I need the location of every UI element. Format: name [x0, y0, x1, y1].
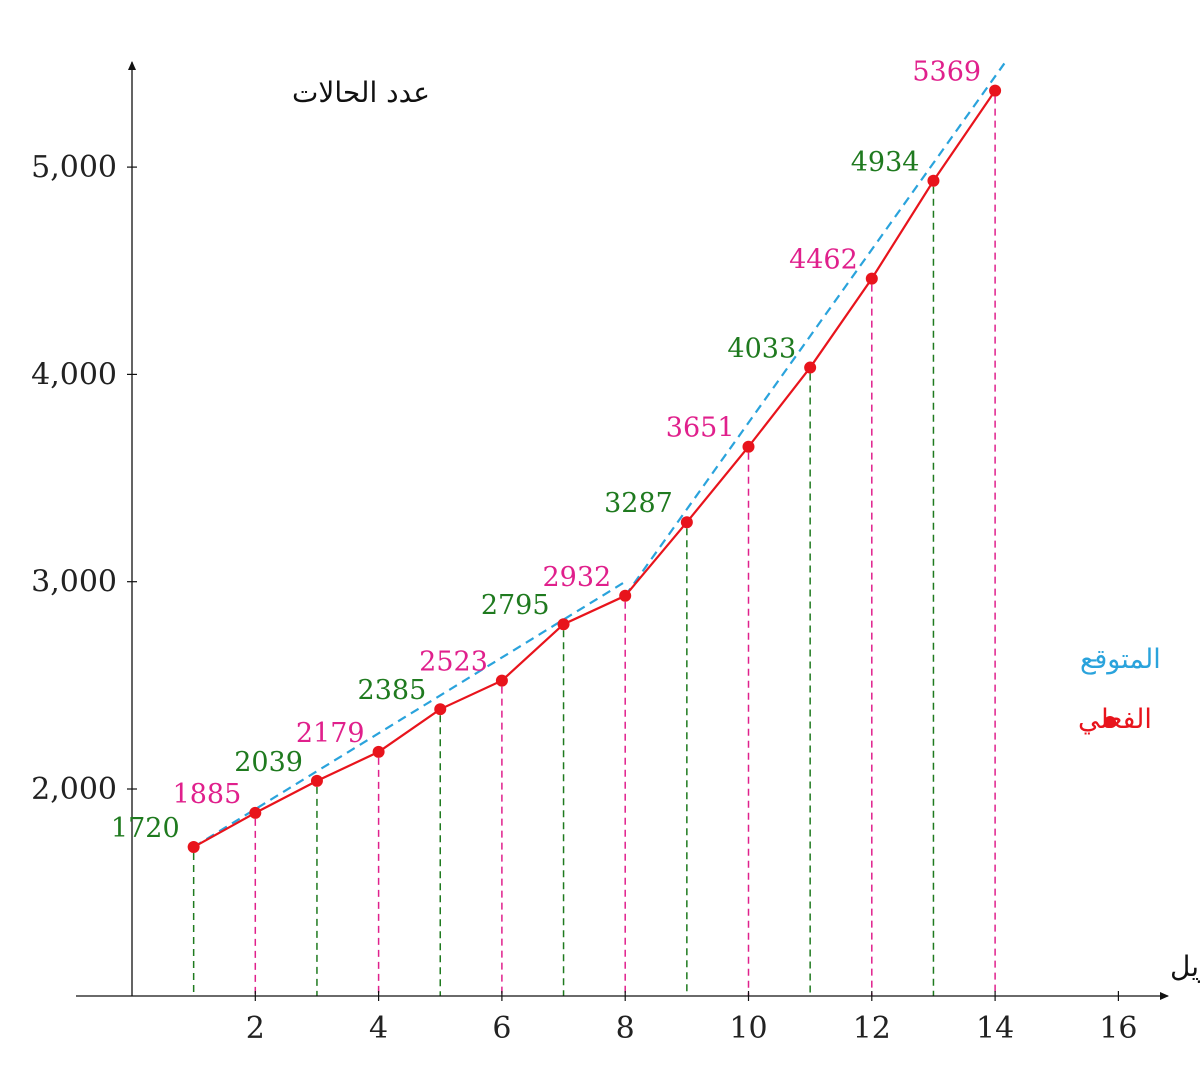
- data-label: 3651: [666, 413, 735, 444]
- y-axis-title: عدد الحالات: [292, 76, 430, 109]
- x-tick-label: 12: [853, 1011, 891, 1046]
- data-label: 2039: [234, 747, 303, 778]
- series-layer: [187, 62, 1006, 854]
- x-tick-label: 2: [246, 1011, 265, 1046]
- data-label: 1720: [111, 813, 180, 844]
- x-tick-label: 10: [729, 1011, 767, 1046]
- forecast-line: [624, 62, 1006, 597]
- data-label: 5369: [912, 57, 981, 88]
- data-point: [557, 618, 570, 631]
- y-tick-label: 3,000: [31, 565, 117, 600]
- data-point: [310, 774, 323, 787]
- x-tick-label: 14: [976, 1011, 1014, 1046]
- data-label: 3287: [604, 488, 673, 519]
- legend-label-forecast: المتوقع: [1080, 644, 1161, 675]
- data-point: [434, 703, 447, 716]
- data-point: [619, 589, 632, 602]
- data-point: [372, 745, 385, 758]
- data-label: 2385: [358, 675, 427, 706]
- legend-marker-forecast: -: [1088, 644, 1098, 675]
- data-label: 2523: [419, 647, 488, 678]
- data-label: 4462: [789, 245, 858, 276]
- x-tick-label: 6: [492, 1011, 511, 1046]
- data-label: 2932: [542, 562, 611, 593]
- data-label: 1885: [173, 779, 242, 810]
- x-tick-label: 16: [1099, 1011, 1137, 1046]
- y-tick-label: 2,000: [31, 772, 117, 807]
- forecast-line: [193, 580, 626, 848]
- data-label: 4033: [727, 334, 796, 365]
- x-tick-label: 4: [369, 1011, 388, 1046]
- actual-line: [193, 89, 997, 849]
- data-point: [927, 174, 940, 187]
- data-point: [804, 361, 817, 374]
- x-axis-title: إبريل: [1170, 950, 1200, 983]
- x-tick-label: 8: [616, 1011, 635, 1046]
- drop-lines: [192, 96, 996, 996]
- data-point: [742, 440, 755, 453]
- data-point: [989, 84, 1002, 97]
- data-point: [865, 272, 878, 285]
- legend-marker-actual: [1104, 716, 1116, 728]
- data-label: 2179: [296, 718, 365, 749]
- data-label: 2795: [481, 590, 550, 621]
- axes: 2 4 6 8 10 12 14 16 2,000 3,000 4,000 5,000 عدد الحا…: [31, 61, 1200, 1046]
- y-tick-label: 4,000: [31, 357, 117, 392]
- legend: -المتوقع الفعلي: [1078, 644, 1161, 735]
- data-label: 4934: [851, 147, 920, 178]
- legend-label-actual: الفعلي: [1078, 704, 1152, 735]
- data-point: [495, 674, 508, 687]
- y-tick-label: 5,000: [31, 150, 117, 185]
- data-point: [187, 841, 200, 854]
- data-point: [249, 806, 262, 819]
- data-point: [680, 516, 693, 529]
